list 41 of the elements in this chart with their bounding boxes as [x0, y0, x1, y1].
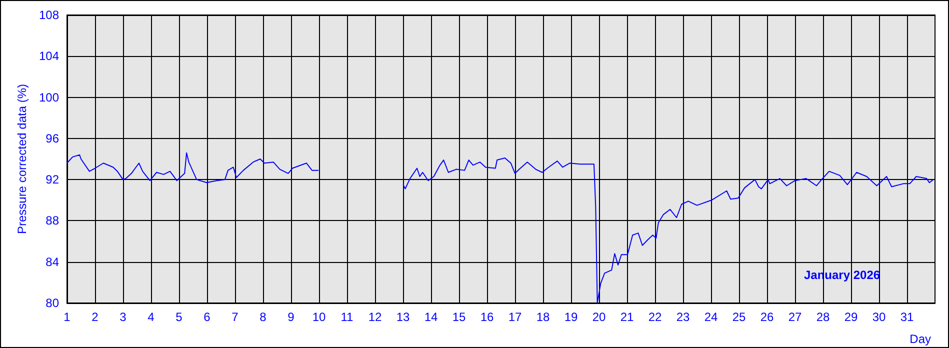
x-tick-label: 10: [312, 310, 326, 324]
x-tick-label: 19: [564, 310, 578, 324]
x-tick-label: 2: [92, 310, 99, 324]
x-tick-label: 4: [148, 310, 155, 324]
x-tick-label: 14: [424, 310, 438, 324]
y-tick-label: 100: [38, 90, 60, 104]
x-tick-label: 8: [260, 310, 267, 324]
x-tick-label: 27: [788, 310, 802, 324]
y-tick-label: 108: [38, 8, 60, 22]
x-tick-label: 12: [368, 310, 382, 324]
x-tick-label: 31: [900, 310, 914, 324]
x-tick-label: 21: [620, 310, 634, 324]
y-tick-label: 88: [46, 214, 60, 228]
x-tick-label: 28: [816, 310, 830, 324]
x-tick-label: 23: [676, 310, 690, 324]
x-tick-label: 6: [204, 310, 211, 324]
x-tick-label: 1: [64, 310, 71, 324]
x-tick-label: 18: [536, 310, 550, 324]
x-tick-label: 22: [648, 310, 662, 324]
x-tick-label: 13: [396, 310, 410, 324]
y-tick-label: 96: [46, 131, 60, 146]
x-tick-label: 7: [232, 310, 239, 324]
y-axis-title: Pressure corrected data (%): [15, 84, 30, 234]
x-tick-label: 16: [480, 310, 494, 324]
x-tick-label: 3: [120, 310, 127, 324]
x-tick-label: 5: [176, 310, 183, 324]
x-axis-title: Day: [910, 332, 931, 346]
x-tick-label: 9: [288, 310, 295, 324]
y-tick-label: 84: [46, 254, 60, 269]
x-tick-label: 24: [704, 310, 718, 324]
x-tick-label: 25: [732, 310, 746, 324]
x-tick-label: 15: [452, 310, 466, 324]
y-tick-label: 104: [38, 49, 60, 64]
x-tick-label: 30: [872, 310, 886, 324]
x-tick-label: 29: [844, 310, 858, 324]
y-tick-label: 92: [46, 172, 60, 187]
y-tick-label: 80: [46, 296, 60, 310]
x-tick-label: 11: [340, 310, 354, 324]
x-tick-label: 17: [508, 310, 522, 324]
x-tick-label: 26: [760, 310, 774, 324]
x-tick-label: 20: [592, 310, 606, 324]
